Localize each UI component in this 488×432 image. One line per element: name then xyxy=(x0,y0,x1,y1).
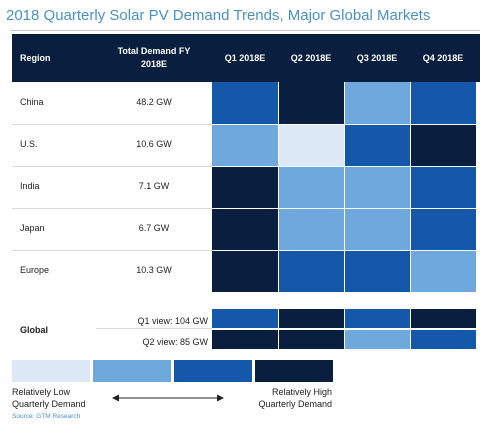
global-heatmap-cell xyxy=(411,330,476,349)
region-label: China xyxy=(20,97,44,107)
chart-title: 2018 Quarterly Solar PV Demand Trends, M… xyxy=(6,7,431,24)
total-demand-value: 10.3 GW xyxy=(136,265,172,275)
legend-swatch xyxy=(255,360,333,382)
legend-low-label: Relatively Low Quarterly Demand xyxy=(12,386,86,410)
global-heatmap-cell xyxy=(212,330,278,349)
header-q3: Q3 2018E xyxy=(356,52,398,63)
header-q1: Q1 2018E xyxy=(224,52,266,63)
heatmap-cell xyxy=(345,209,410,250)
heatmap-cell xyxy=(345,125,410,166)
global-label: Global xyxy=(20,325,49,335)
legend-swatch xyxy=(93,360,171,382)
heatmap-cell xyxy=(279,167,344,208)
heatmap-cell xyxy=(411,167,476,208)
heatmap-cell xyxy=(212,82,278,124)
q1-view-label: Q1 view: 104 GW xyxy=(137,316,208,326)
total-demand-value: 6.7 GW xyxy=(138,223,170,233)
region-label: India xyxy=(20,181,40,191)
heatmap-cell xyxy=(411,82,476,124)
legend-high-label: Relatively High Quarterly Demand xyxy=(230,386,332,410)
header-q4: Q4 2018E xyxy=(422,52,464,63)
heatmap-cell xyxy=(212,209,278,250)
header-region: Region xyxy=(20,52,51,63)
header-total-demand: Total Demand FY 2018E xyxy=(117,46,191,69)
header-q2: Q2 2018E xyxy=(290,52,332,63)
row-divider xyxy=(12,166,212,167)
global-heatmap-cell xyxy=(411,309,476,328)
global-heatmap-cell xyxy=(345,330,410,349)
heatmap-cell xyxy=(411,251,476,292)
legend-arrow-icon xyxy=(112,394,224,402)
legend-high-line2: Quarterly Demand xyxy=(258,399,332,409)
total-demand-value: 10.6 GW xyxy=(136,139,172,149)
global-heatmap-cell xyxy=(279,330,344,349)
heatmap-cell xyxy=(345,82,410,124)
region-label: U.S. xyxy=(20,139,38,149)
heatmap-cell xyxy=(411,125,476,166)
heatmap-cell xyxy=(279,209,344,250)
heatmap-cell xyxy=(345,251,410,292)
heatmap-cell xyxy=(279,125,344,166)
global-heatmap-cell xyxy=(279,309,344,328)
legend-swatch xyxy=(174,360,252,382)
region-label: Japan xyxy=(20,223,45,233)
region-label: Europe xyxy=(20,265,50,275)
row-divider xyxy=(12,124,212,125)
legend-low-line2: Quarterly Demand xyxy=(12,399,86,409)
q2-view-label: Q2 view: 85 GW xyxy=(142,337,208,347)
total-demand-value: 48.2 GW xyxy=(136,97,172,107)
global-divider xyxy=(96,328,212,329)
legend-swatch xyxy=(12,360,90,382)
global-heatmap-cell xyxy=(345,309,410,328)
total-demand-value: 7.1 GW xyxy=(138,181,170,191)
legend-low-line1: Relatively Low xyxy=(12,387,71,397)
heatmap-cell xyxy=(212,251,278,292)
table-header xyxy=(12,34,480,82)
row-divider xyxy=(12,250,212,251)
heatmap-cell xyxy=(212,167,278,208)
global-heatmap-cell xyxy=(212,309,278,328)
heatmap-cell xyxy=(345,167,410,208)
heatmap-cell xyxy=(279,251,344,292)
title-underline xyxy=(10,30,480,31)
legend-high-line1: Relatively High xyxy=(271,387,332,397)
heatmap-cell xyxy=(279,82,344,124)
heatmap-cell xyxy=(411,209,476,250)
heatmap-cell xyxy=(212,125,278,166)
row-divider xyxy=(12,208,212,209)
source-note: Source: GTM Research xyxy=(12,413,81,420)
